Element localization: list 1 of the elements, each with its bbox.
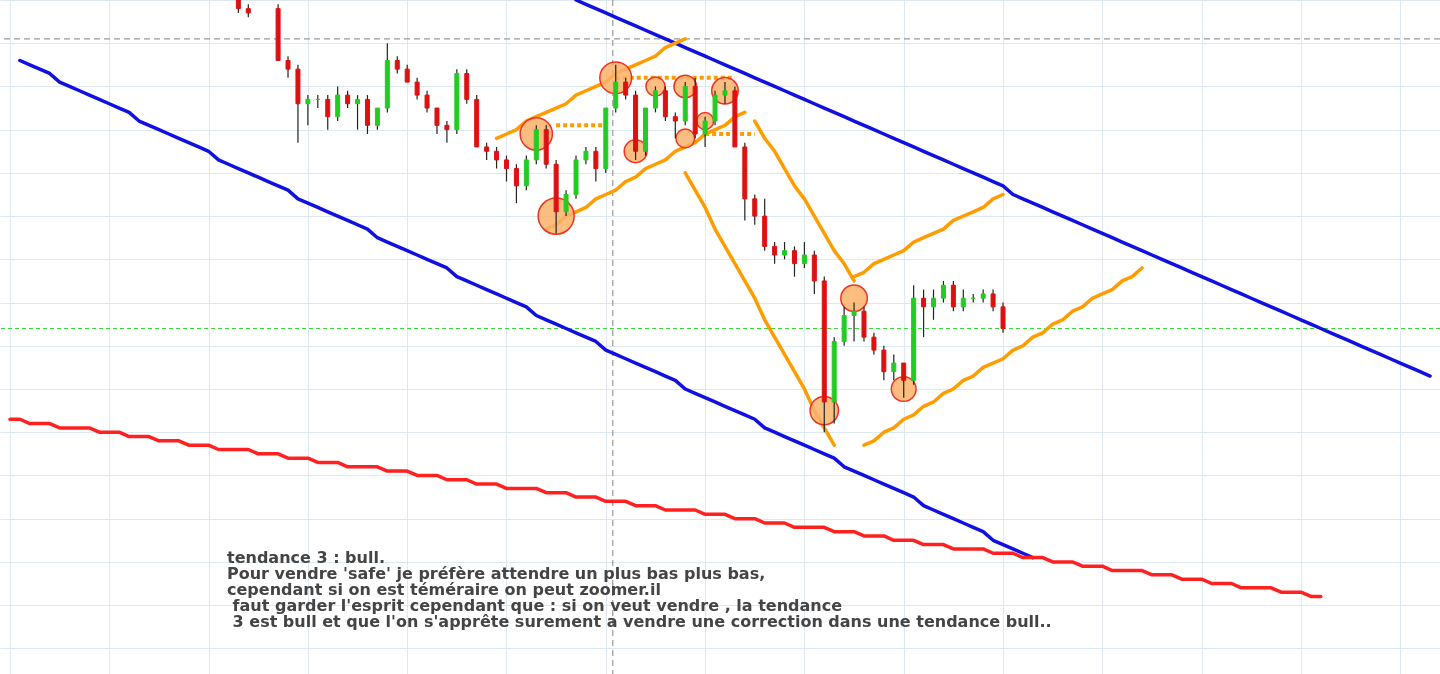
text: tendance 3 : bull. Pour vendre 'safe' je préfère attendre un plus bas plus bas, cependant si on est téméraire on peut zoomer.il faut garder l'esprit cependant que : si on veut vendre , la tendance 3 est bull et que l'on s'apprête surement a vendre une correction dans une tendance bull..	[227, 548, 1052, 631]
